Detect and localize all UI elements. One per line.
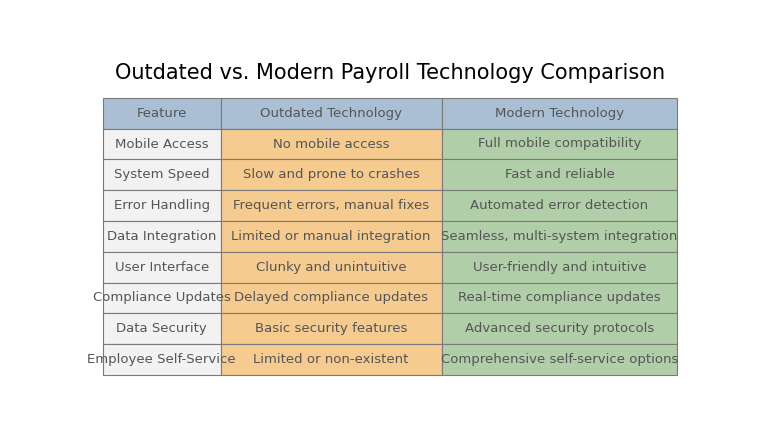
- Text: Real-time compliance updates: Real-time compliance updates: [458, 292, 661, 304]
- Bar: [221, 344, 441, 375]
- Text: Compliance Updates: Compliance Updates: [93, 292, 231, 304]
- Text: System Speed: System Speed: [114, 168, 209, 181]
- Text: Clunky and unintuitive: Clunky and unintuitive: [256, 261, 406, 274]
- Text: Fast and reliable: Fast and reliable: [505, 168, 614, 181]
- Bar: [441, 221, 677, 252]
- Text: Advanced security protocols: Advanced security protocols: [465, 322, 654, 335]
- Text: Limited or non-existent: Limited or non-existent: [253, 353, 409, 366]
- Bar: [103, 160, 221, 190]
- Text: User-friendly and intuitive: User-friendly and intuitive: [473, 261, 646, 274]
- Text: Feature: Feature: [136, 107, 187, 120]
- Text: Employee Self-Service: Employee Self-Service: [88, 353, 236, 366]
- Bar: [441, 98, 677, 129]
- Text: Automated error detection: Automated error detection: [470, 199, 648, 212]
- Bar: [221, 190, 441, 221]
- Text: Comprehensive self-service options: Comprehensive self-service options: [441, 353, 678, 366]
- Text: Delayed compliance updates: Delayed compliance updates: [234, 292, 428, 304]
- Bar: [103, 252, 221, 283]
- Bar: [441, 129, 677, 160]
- Bar: [103, 190, 221, 221]
- Text: Data Integration: Data Integration: [107, 230, 216, 243]
- Text: Error Handling: Error Handling: [113, 199, 210, 212]
- Bar: [221, 283, 441, 313]
- Text: Full mobile compatibility: Full mobile compatibility: [478, 138, 641, 150]
- Text: Seamless, multi-system integration: Seamless, multi-system integration: [441, 230, 677, 243]
- Bar: [103, 283, 221, 313]
- Bar: [103, 221, 221, 252]
- Bar: [441, 190, 677, 221]
- Bar: [441, 344, 677, 375]
- Text: Modern Technology: Modern Technology: [495, 107, 624, 120]
- Bar: [221, 252, 441, 283]
- Bar: [221, 98, 441, 129]
- Text: Outdated Technology: Outdated Technology: [260, 107, 402, 120]
- Bar: [441, 252, 677, 283]
- Text: No mobile access: No mobile access: [273, 138, 390, 150]
- Text: Frequent errors, manual fixes: Frequent errors, manual fixes: [233, 199, 429, 212]
- Bar: [441, 313, 677, 344]
- Text: Outdated vs. Modern Payroll Technology Comparison: Outdated vs. Modern Payroll Technology C…: [115, 63, 665, 83]
- Bar: [103, 313, 221, 344]
- Text: Data Security: Data Security: [116, 322, 207, 335]
- Text: User Interface: User Interface: [115, 261, 209, 274]
- Bar: [221, 160, 441, 190]
- Bar: [103, 129, 221, 160]
- Text: Mobile Access: Mobile Access: [115, 138, 209, 150]
- Bar: [221, 313, 441, 344]
- Text: Limited or manual integration: Limited or manual integration: [231, 230, 431, 243]
- Bar: [221, 221, 441, 252]
- Text: Slow and prone to crashes: Slow and prone to crashes: [243, 168, 419, 181]
- Text: Basic security features: Basic security features: [255, 322, 407, 335]
- Bar: [103, 98, 221, 129]
- Bar: [103, 344, 221, 375]
- Bar: [221, 129, 441, 160]
- Bar: [441, 283, 677, 313]
- Bar: [441, 160, 677, 190]
